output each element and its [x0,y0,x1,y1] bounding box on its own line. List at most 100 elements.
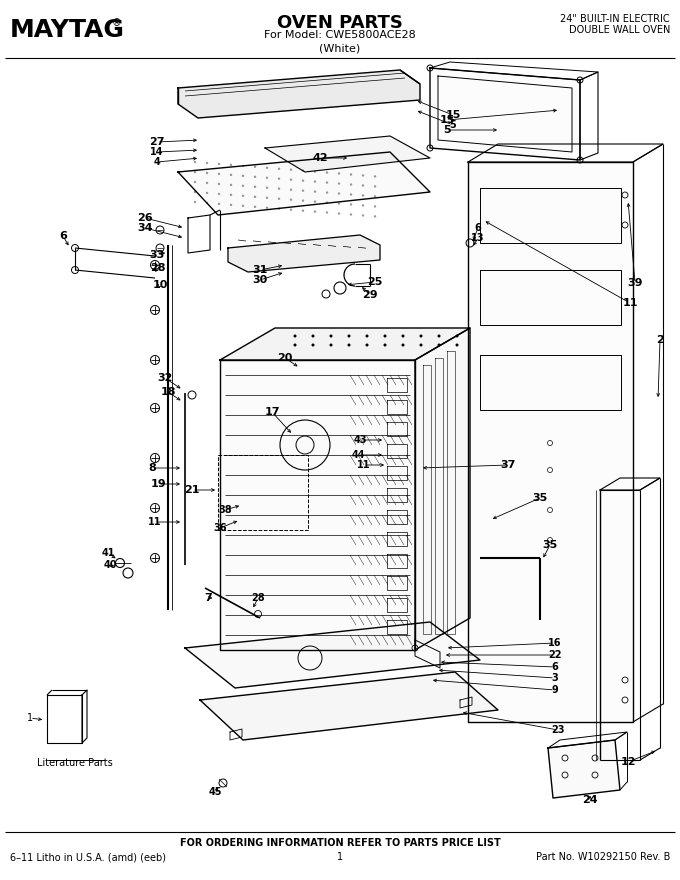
Text: 2: 2 [656,335,664,345]
Circle shape [311,334,314,338]
Circle shape [266,187,268,189]
Text: 25: 25 [367,277,383,287]
Polygon shape [548,740,620,798]
Circle shape [338,193,340,194]
Circle shape [290,209,292,211]
Text: 15: 15 [445,110,460,120]
Circle shape [254,165,256,168]
Circle shape [230,164,232,166]
Circle shape [362,174,364,177]
Circle shape [302,180,304,182]
Circle shape [266,207,268,209]
Text: 3: 3 [551,673,558,683]
Text: 6: 6 [475,223,481,233]
Circle shape [194,191,197,194]
Circle shape [206,202,208,204]
Circle shape [230,194,232,196]
Polygon shape [185,622,480,688]
Text: 15: 15 [439,115,455,125]
Circle shape [206,192,208,194]
Circle shape [194,201,197,203]
Circle shape [384,334,386,338]
Text: 44: 44 [352,450,364,460]
Circle shape [326,202,328,204]
Circle shape [242,165,244,167]
Text: 16: 16 [548,638,562,648]
Circle shape [290,168,292,171]
Circle shape [218,193,220,195]
Text: MAYTAG: MAYTAG [10,18,125,42]
Circle shape [437,334,441,338]
Text: 24" BUILT-IN ELECTRIC: 24" BUILT-IN ELECTRIC [560,14,670,24]
Text: 43: 43 [353,435,367,445]
Polygon shape [468,162,633,722]
Circle shape [206,162,208,165]
Circle shape [302,209,304,212]
Polygon shape [415,328,470,650]
Circle shape [254,206,256,208]
Text: 37: 37 [500,460,515,470]
Circle shape [218,202,220,205]
Circle shape [278,187,280,190]
Circle shape [384,343,386,347]
Text: 23: 23 [551,725,565,735]
Text: 6: 6 [551,662,558,672]
Text: 5: 5 [449,120,456,130]
Circle shape [254,176,256,178]
Circle shape [230,203,232,206]
Text: 28: 28 [251,593,265,603]
Text: 35: 35 [543,540,558,550]
Circle shape [313,190,316,193]
Text: 45: 45 [208,787,222,797]
Text: 30: 30 [252,275,268,285]
Text: 6: 6 [59,231,67,241]
Circle shape [362,194,364,196]
Polygon shape [220,360,415,650]
Text: 7: 7 [204,593,212,603]
Circle shape [242,185,244,187]
Circle shape [311,343,314,347]
Text: 42: 42 [312,153,328,163]
Text: 4: 4 [154,157,160,167]
Circle shape [278,167,280,170]
Text: For Model: CWE5800ACE28: For Model: CWE5800ACE28 [264,30,416,40]
Circle shape [374,175,376,178]
Circle shape [326,181,328,184]
Circle shape [326,211,328,214]
Circle shape [242,194,244,197]
Text: 40: 40 [103,560,117,570]
Circle shape [338,202,340,205]
Text: 14: 14 [150,147,164,157]
Circle shape [206,172,208,174]
Text: 11: 11 [148,517,162,527]
Text: 41: 41 [101,548,115,558]
Circle shape [194,180,197,183]
Circle shape [350,213,352,216]
Text: 1: 1 [27,713,33,723]
Circle shape [266,196,268,199]
Circle shape [218,163,220,165]
Circle shape [401,334,405,338]
Text: 32: 32 [157,373,173,383]
Circle shape [420,334,422,338]
Circle shape [313,210,316,213]
Text: 8: 8 [148,463,156,473]
Circle shape [362,214,364,216]
Text: ®: ® [112,18,122,28]
Circle shape [350,173,352,176]
Circle shape [278,197,280,200]
Circle shape [362,204,364,207]
Circle shape [230,184,232,186]
Polygon shape [228,235,380,272]
Circle shape [302,200,304,202]
Circle shape [218,172,220,175]
Circle shape [366,343,369,347]
Circle shape [401,343,405,347]
Text: 1: 1 [337,852,343,862]
Circle shape [302,189,304,192]
Polygon shape [178,152,430,215]
Text: 29: 29 [362,290,378,300]
Text: 35: 35 [532,493,547,503]
Circle shape [366,334,369,338]
Circle shape [278,178,280,180]
